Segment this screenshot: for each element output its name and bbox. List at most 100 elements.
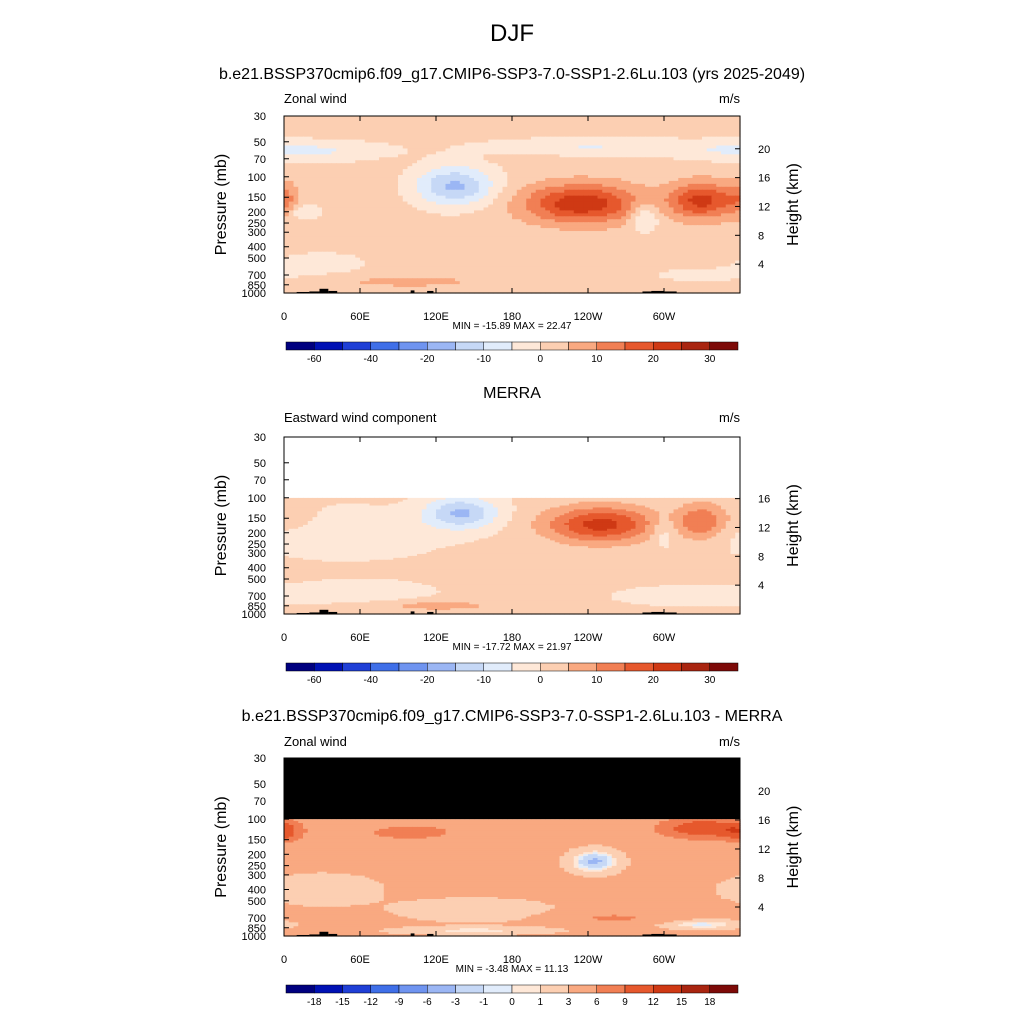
field-cell <box>697 145 703 150</box>
field-cell <box>317 121 323 126</box>
field-cell <box>345 145 352 150</box>
field-cell <box>412 154 418 158</box>
field-cell <box>388 154 394 158</box>
field-cell <box>398 151 404 155</box>
field-cell <box>592 130 599 135</box>
field-cell <box>369 121 375 126</box>
field-cell <box>550 118 556 123</box>
field-cell <box>421 121 428 126</box>
field-cell <box>407 124 413 129</box>
field-cell <box>388 157 394 161</box>
field-cell <box>374 127 380 132</box>
field-cell <box>374 151 380 155</box>
field-cell <box>474 116 480 120</box>
field-cell <box>602 116 608 120</box>
field-cell <box>702 157 708 161</box>
field-cell <box>369 166 375 170</box>
field-cell <box>735 145 741 150</box>
field-cell <box>659 130 665 135</box>
field-cell <box>402 148 409 152</box>
field-cell <box>725 121 732 126</box>
field-cell <box>398 145 404 150</box>
field-cell <box>559 124 565 129</box>
field-cell <box>398 160 404 164</box>
field-cell <box>303 124 309 129</box>
field-cell <box>535 127 542 132</box>
field-cell <box>445 142 451 147</box>
field-cell <box>592 148 599 152</box>
field-cell <box>398 124 404 129</box>
field-cell <box>402 118 409 123</box>
field-cell <box>664 133 670 138</box>
field-cell <box>578 160 584 164</box>
field-cell <box>440 118 447 123</box>
field-cell <box>455 139 461 144</box>
field-cell <box>483 136 489 141</box>
field-cell <box>507 127 513 132</box>
field-cell <box>611 124 618 129</box>
field-cell <box>592 157 599 161</box>
field-cell <box>716 127 722 132</box>
field-cell <box>516 116 523 120</box>
field-cell <box>559 121 565 126</box>
field-cell <box>626 121 632 126</box>
field-cell <box>345 116 352 120</box>
field-cell <box>531 163 537 167</box>
field-cell <box>379 139 385 144</box>
field-cell <box>673 166 679 170</box>
field-cell <box>607 116 613 120</box>
field-cell <box>683 166 689 170</box>
field-cell <box>388 166 394 170</box>
field-cell <box>360 148 366 152</box>
field-cell <box>554 157 561 161</box>
field-cell <box>564 148 570 152</box>
field-cell <box>735 133 741 138</box>
field-cell <box>341 151 347 155</box>
field-cell <box>493 116 499 120</box>
field-cell <box>673 116 679 120</box>
field-cell <box>369 160 375 164</box>
field-cell <box>545 116 551 120</box>
field-cell <box>331 172 337 176</box>
field-cell <box>607 163 613 167</box>
field-cell <box>388 160 394 164</box>
field-cell <box>512 154 518 158</box>
field-cell <box>692 130 698 135</box>
field-cell <box>493 136 499 141</box>
field-cell <box>687 124 694 129</box>
field-cell <box>345 160 352 164</box>
field-cell <box>697 148 703 152</box>
field-cell <box>288 172 295 176</box>
field-cell <box>550 127 556 132</box>
field-cell <box>611 163 618 167</box>
field-cell <box>512 145 518 150</box>
field-cell <box>668 142 675 147</box>
field-cell <box>521 121 527 126</box>
field-cell <box>421 148 428 152</box>
field-cell <box>293 124 299 129</box>
field-cell <box>284 166 290 170</box>
field-cell <box>312 163 318 167</box>
field-cell <box>602 145 608 150</box>
field-cell <box>531 118 537 123</box>
field-cell <box>407 136 413 141</box>
field-cell <box>716 133 722 138</box>
field-cell <box>578 151 584 155</box>
field-cell <box>497 166 504 170</box>
field-cell <box>621 163 627 167</box>
field-cell <box>493 121 499 126</box>
field-cell <box>611 151 618 155</box>
field-cell <box>398 148 404 152</box>
field-cell <box>431 130 437 135</box>
field-cell <box>331 160 337 164</box>
field-cell <box>692 118 698 123</box>
field-cell <box>706 124 713 129</box>
field-cell <box>526 136 532 141</box>
field-cell <box>288 127 295 132</box>
field-cell <box>512 130 518 135</box>
field-cell <box>668 160 675 164</box>
field-cell <box>592 154 599 158</box>
field-cell <box>645 151 651 155</box>
field-cell <box>336 139 342 144</box>
field-cell <box>312 166 318 170</box>
